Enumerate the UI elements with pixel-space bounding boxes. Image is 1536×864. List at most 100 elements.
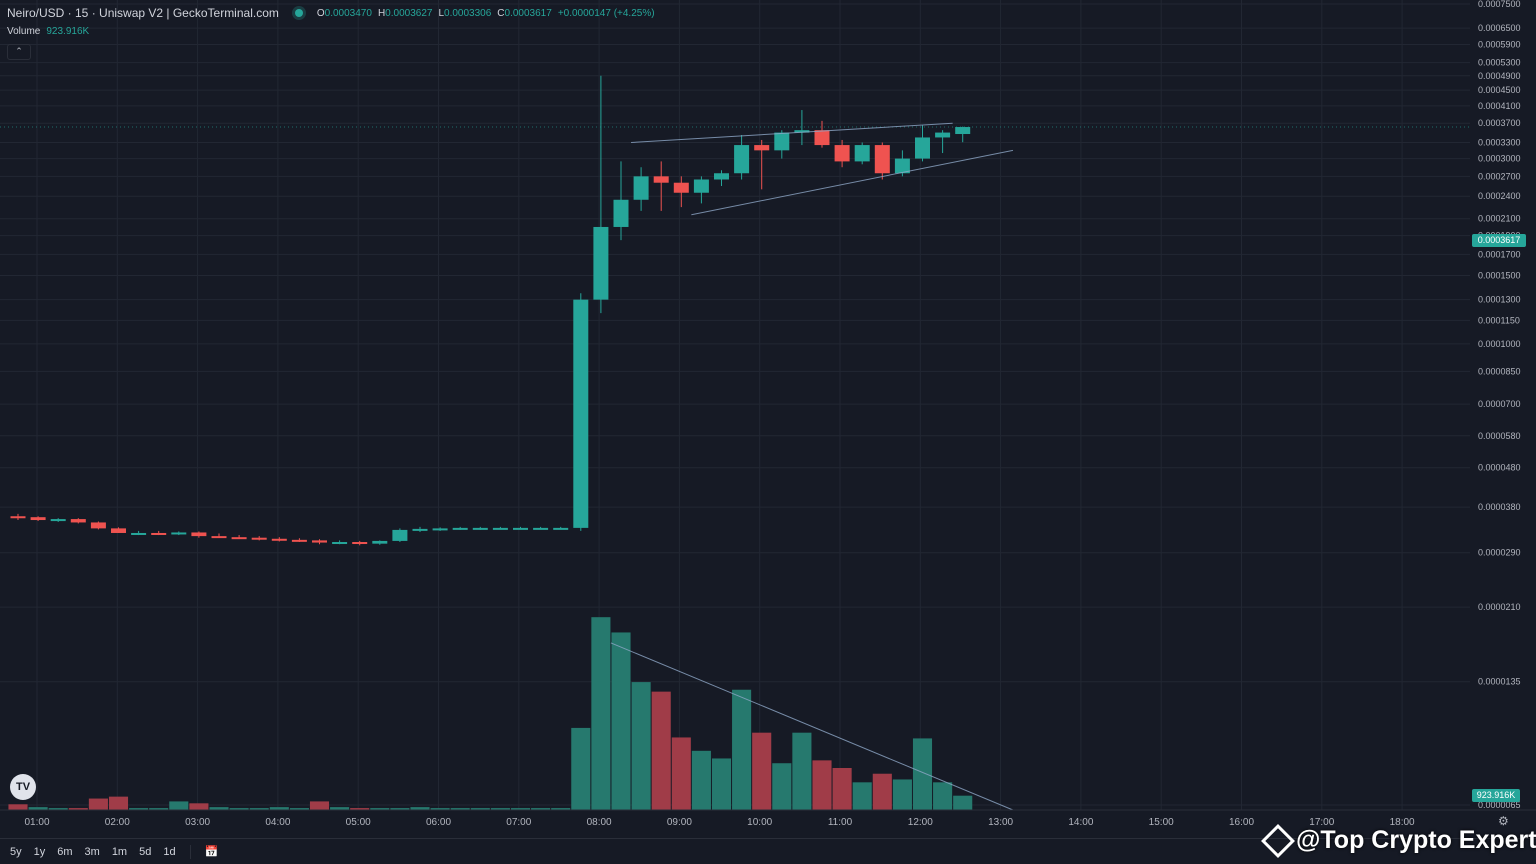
volume-bar (229, 808, 249, 810)
candle-body (533, 527, 549, 530)
volume-bar (772, 763, 792, 810)
candle-body (693, 179, 709, 193)
candle-body (231, 537, 247, 540)
time-tick-label: 16:00 (1229, 817, 1254, 828)
time-tick-label: 08:00 (587, 817, 612, 828)
range-6m[interactable]: 6m (57, 845, 73, 858)
tradingview-logo[interactable]: TV (10, 774, 36, 800)
goto-date-icon[interactable]: 📅 (204, 846, 219, 858)
candle-body (412, 528, 428, 531)
candle-body (935, 132, 951, 138)
price-tick-label: 0.0001000 (1478, 339, 1521, 349)
candle-body (90, 522, 106, 529)
volume-bar (370, 808, 390, 810)
volume-bar (651, 691, 671, 810)
candle-body (111, 528, 126, 533)
candle-body (171, 532, 187, 535)
time-tick-label: 03:00 (185, 817, 210, 828)
volume-bar (450, 808, 470, 810)
price-tick-label: 0.0000135 (1478, 677, 1521, 687)
price-axis[interactable]: 0.0007500 0.0006500 0.0005900 0.0005300 0.00… (1478, 0, 1521, 810)
price-tick-label: 0.0002400 (1478, 191, 1521, 201)
price-tick-label: 0.0001500 (1478, 271, 1521, 281)
time-tick-label: 09:00 (667, 817, 692, 828)
open-key: O (316, 7, 325, 19)
price-tick-label: 0.0005900 (1478, 39, 1521, 49)
volume-bar (953, 795, 973, 810)
volume-bar (551, 808, 571, 810)
volume-bar (68, 808, 88, 810)
close-key: C (497, 7, 505, 19)
candle-body (874, 145, 890, 174)
candle-body (834, 145, 850, 162)
time-axis[interactable]: 01:00 02:00 03:00 04:00 05:00 06:00 07:00 08:00… (0, 809, 1536, 828)
volume-bar (490, 808, 510, 810)
candle-body (452, 527, 468, 530)
volume-bar (8, 804, 28, 810)
candle-body (774, 132, 790, 151)
volume-bar (510, 808, 531, 810)
candle-body (492, 527, 508, 530)
candle-body (915, 137, 930, 159)
range-1d[interactable]: 1d (163, 845, 176, 858)
volume-bar (309, 801, 330, 810)
range-1y[interactable]: 1y (33, 845, 46, 858)
time-tick-label: 12:00 (908, 817, 933, 828)
volume-bar (189, 803, 209, 810)
volume-bar (892, 779, 912, 810)
range-3m[interactable]: 3m (84, 845, 100, 858)
low-key: L (438, 7, 445, 19)
volume-bar (631, 682, 651, 810)
time-tick-label: 05:00 (346, 817, 371, 828)
price-tick-label: 0.0000580 (1478, 431, 1521, 441)
range-1m[interactable]: 1m (111, 845, 128, 858)
settings-icon[interactable]: ⚙ (1498, 814, 1509, 828)
candle-body (291, 539, 307, 542)
candle-body (191, 532, 207, 537)
candle-body (814, 130, 830, 146)
candle-body (312, 540, 327, 543)
time-tick-label: 13:00 (988, 817, 1013, 828)
last-volume-label: 923.916K (1472, 789, 1520, 802)
price-tick-label: 0.0004500 (1478, 85, 1521, 95)
volume-bar (249, 808, 269, 810)
time-tick-label: 17:00 (1309, 817, 1334, 828)
symbol-title[interactable]: Neiro/USD · 15 · Uniswap V2 | GeckoTermi… (7, 6, 279, 20)
price-tick-label: 0.0002700 (1478, 171, 1521, 181)
volume-bar (269, 807, 289, 810)
trendlines[interactable] (610, 122, 1014, 811)
range-5d[interactable]: 5d (139, 845, 152, 858)
time-tick-label: 01:00 (24, 817, 49, 828)
candle-body (553, 527, 569, 530)
time-tick-label: 18:00 (1390, 817, 1415, 828)
price-tick-label: 0.0000380 (1478, 502, 1521, 512)
collapse-legend-button[interactable]: ⌃ (7, 44, 31, 60)
price-tick-label: 0.0001150 (1478, 315, 1520, 325)
volume-bar (852, 782, 872, 810)
price-tick-label: 0.0000480 (1478, 463, 1521, 473)
volume-bar (410, 807, 430, 810)
time-tick-label: 02:00 (105, 817, 130, 828)
candle-body (854, 145, 870, 162)
candle-body (251, 537, 267, 540)
high-key: H (377, 7, 386, 19)
candles (10, 75, 971, 546)
time-tick-label: 06:00 (426, 817, 451, 828)
volume-bar (792, 732, 812, 810)
price-tick-label: 0.0000210 (1478, 602, 1521, 612)
volume-bar (591, 617, 611, 810)
candle-body (332, 542, 348, 545)
price-tick-label: 0.0006500 (1478, 23, 1521, 33)
market-status-icon (294, 9, 303, 17)
volume-label: Volume (7, 26, 41, 37)
chart-grid (0, 0, 1470, 810)
candle-body (613, 199, 629, 227)
time-tick-label: 14:00 (1068, 817, 1093, 828)
price-tick-label: 0.0003300 (1478, 137, 1521, 147)
volume-bar (289, 808, 309, 810)
volume-bar (711, 758, 732, 810)
volume-bar (149, 808, 169, 810)
range-5y[interactable]: 5y (10, 845, 22, 858)
candle-body (151, 532, 167, 535)
